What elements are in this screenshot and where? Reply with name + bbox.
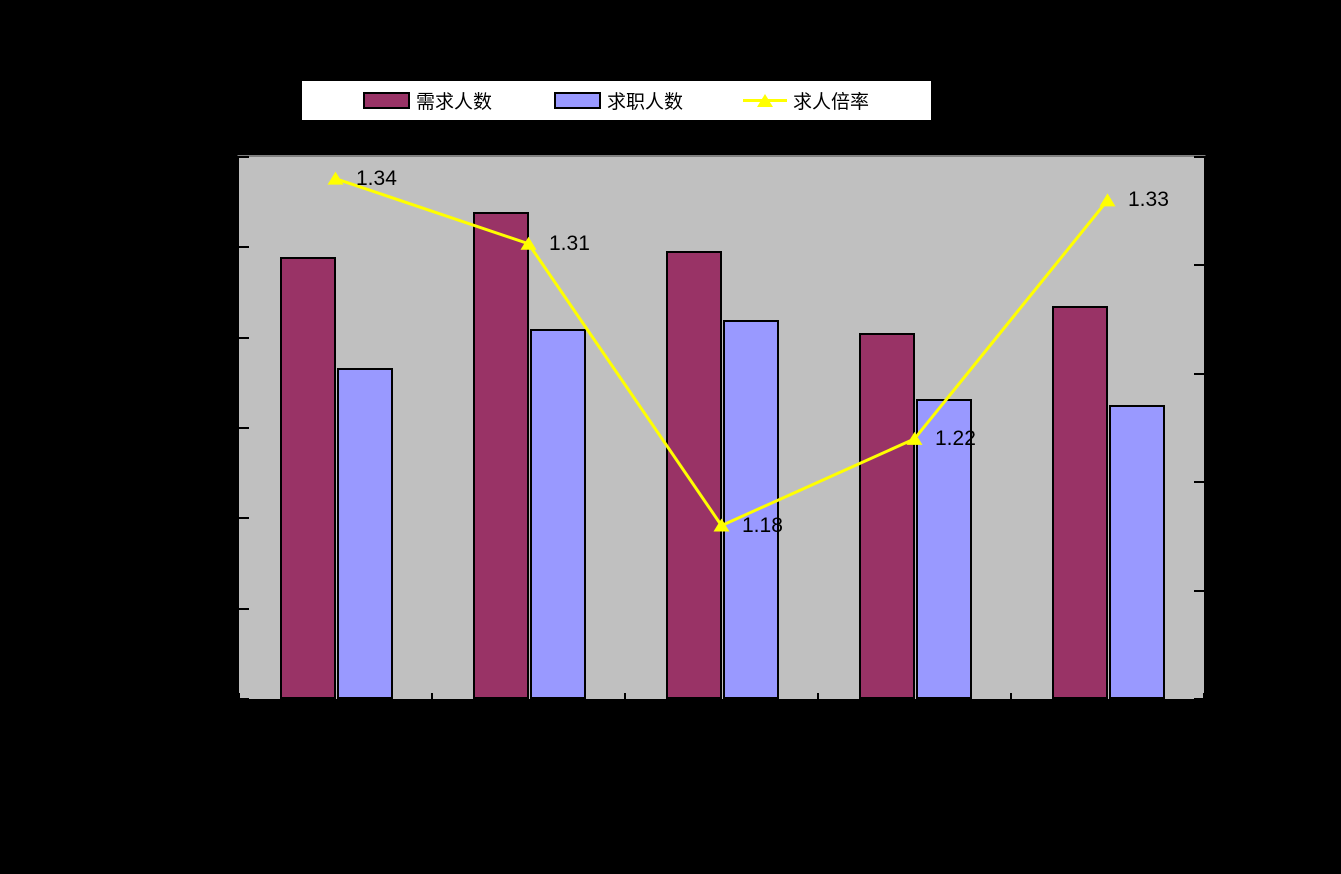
right-axis-tick xyxy=(1194,590,1206,592)
left-axis-tick xyxy=(237,427,249,429)
x-axis-tick xyxy=(238,693,240,707)
demand-bar-swatch xyxy=(363,92,410,109)
seeker-bar xyxy=(1108,405,1165,699)
x-axis-tick xyxy=(1010,693,1012,707)
demand-bar xyxy=(1052,306,1108,699)
legend-label-ratio: 求人倍率 xyxy=(793,92,870,113)
x-axis-tick xyxy=(431,693,433,707)
ratio-line-swatch xyxy=(743,93,787,107)
x-axis-tick xyxy=(624,693,626,707)
ratio-line-layer xyxy=(327,171,1116,532)
left-axis-tick xyxy=(237,517,249,519)
legend-item-demand: 需求人数 xyxy=(363,81,492,120)
left-axis-tick xyxy=(237,156,249,158)
left-axis-tick xyxy=(237,337,249,339)
ratio-data-label: 1.34 xyxy=(356,167,397,190)
left-axis-tick xyxy=(237,608,249,610)
triangle-marker-icon xyxy=(1099,193,1116,207)
x-axis-tick xyxy=(817,693,819,707)
right-axis-tick xyxy=(1194,481,1206,483)
right-axis-tick xyxy=(1194,264,1206,266)
ratio-data-label: 1.18 xyxy=(742,514,783,537)
plot-area: 1.34 1.31 1.18 1.22 1.33 xyxy=(237,155,1206,707)
triangle-marker-icon xyxy=(520,236,537,250)
seeker-bar xyxy=(336,368,393,699)
legend-label-seeker: 求职人数 xyxy=(607,92,684,113)
demand-bar xyxy=(280,257,336,699)
left-axis-tick xyxy=(237,246,249,248)
triangle-marker-icon xyxy=(906,431,923,445)
ratio-line xyxy=(335,177,1109,528)
legend-item-seeker: 求职人数 xyxy=(554,81,683,120)
ratio-data-label: 1.22 xyxy=(935,427,976,450)
triangle-marker-icon xyxy=(713,518,730,532)
triangle-marker-icon xyxy=(757,93,773,107)
right-axis-tick xyxy=(1194,373,1206,375)
plot-inner: 1.34 1.31 1.18 1.22 1.33 xyxy=(237,156,1206,707)
right-axis-tick xyxy=(1194,156,1206,158)
ratio-data-label: 1.33 xyxy=(1128,188,1169,211)
ratio-data-label: 1.31 xyxy=(549,232,590,255)
seeker-bar xyxy=(915,399,972,699)
legend-label-demand: 需求人数 xyxy=(416,92,493,113)
seeker-bar-swatch xyxy=(554,92,601,109)
legend: 需求人数 求职人数 求人倍率 xyxy=(300,79,933,122)
seeker-bar xyxy=(722,320,779,699)
x-axis-tick xyxy=(1203,693,1205,707)
demand-bar xyxy=(666,251,722,699)
triangle-marker-icon xyxy=(327,171,344,185)
left-axis-tick xyxy=(237,698,249,700)
seeker-bar xyxy=(529,329,586,699)
demand-bar xyxy=(473,212,529,699)
right-axis-tick xyxy=(1194,698,1206,700)
demand-bar xyxy=(859,333,915,699)
legend-item-ratio: 求人倍率 xyxy=(743,81,869,120)
